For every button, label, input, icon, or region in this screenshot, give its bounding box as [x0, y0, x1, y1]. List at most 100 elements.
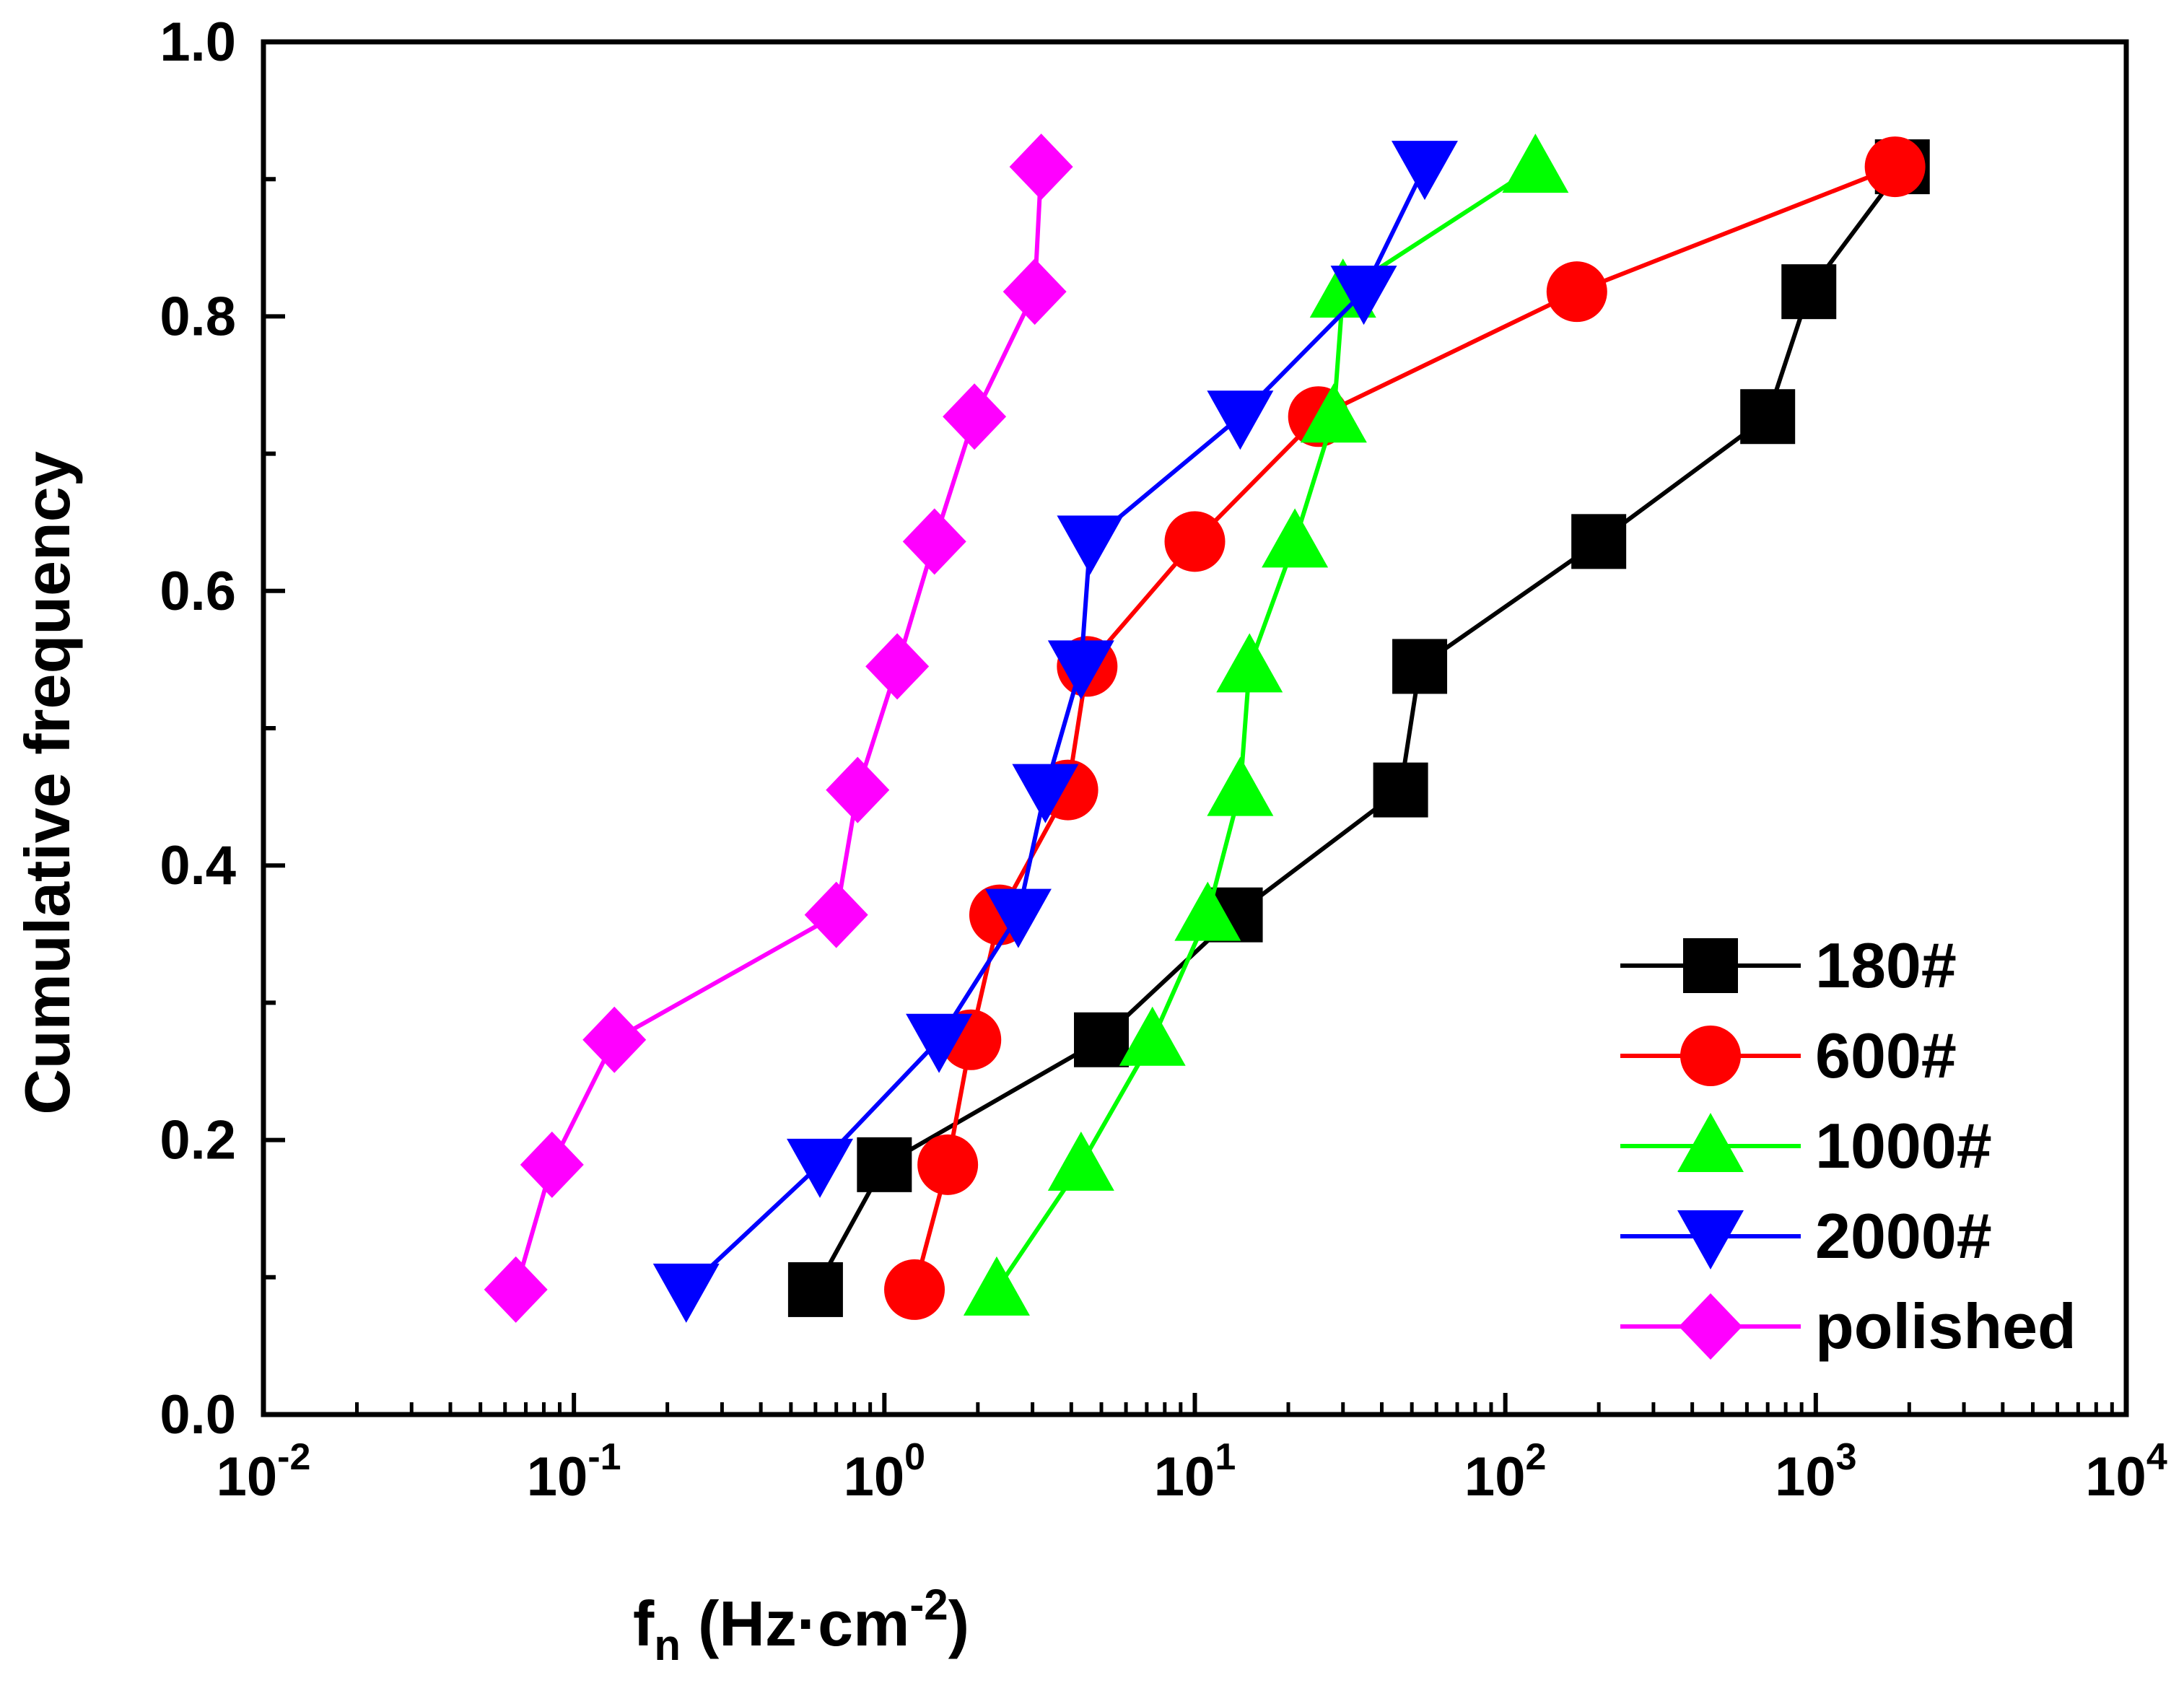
x-tick-base: 10 — [527, 1446, 588, 1508]
y-tick-label: 0.8 — [160, 286, 236, 347]
y-tick-label: 0.0 — [160, 1384, 236, 1446]
data-point-polished — [902, 508, 966, 575]
data-point-180 — [1781, 264, 1837, 320]
data-point-polished — [943, 383, 1007, 450]
data-point-2000 — [1057, 515, 1124, 575]
data-point-1000 — [1119, 1006, 1186, 1066]
x-axis-title-unit: (Hz·cm — [698, 1588, 909, 1659]
x-tick-label: 101 — [1154, 1436, 1236, 1508]
x-tick-exponent: 0 — [904, 1436, 925, 1478]
x-axis-title-superscript: -2 — [909, 1581, 948, 1629]
y-tick-label: 0.2 — [160, 1110, 236, 1171]
data-point-600 — [884, 1259, 945, 1320]
legend-label: polished — [1815, 1290, 2076, 1362]
legend-label: 180# — [1815, 930, 1957, 1001]
x-tick-label: 103 — [1775, 1436, 1856, 1508]
legend-label: 1000# — [1815, 1110, 1992, 1181]
x-tick-label: 10-2 — [217, 1436, 311, 1508]
data-point-2000 — [652, 1263, 720, 1323]
legend-label: 2000# — [1815, 1200, 1992, 1272]
x-tick-exponent: -2 — [277, 1436, 310, 1478]
x-tick-base: 10 — [1154, 1446, 1215, 1508]
data-point-2000 — [787, 1138, 854, 1198]
x-tick-exponent: 3 — [1836, 1436, 1857, 1478]
legend-item-polished: polished — [1620, 1290, 2076, 1362]
data-point-180 — [857, 1137, 912, 1192]
legend-marker — [1679, 1293, 1742, 1360]
x-axis-title: fn (Hz·cm-2) — [633, 1581, 969, 1669]
y-tick-label: 0.4 — [160, 835, 236, 896]
legend-marker — [1677, 1113, 1744, 1172]
legend: 180# 600# 1000# 2000# polished — [1620, 930, 2076, 1362]
x-axis-title-close: ) — [948, 1588, 969, 1659]
data-point-polished — [484, 1256, 548, 1323]
data-point-1000 — [1502, 134, 1569, 193]
legend-marker — [1683, 938, 1738, 993]
x-tick-exponent: 1 — [1215, 1436, 1236, 1478]
series-line-polished — [513, 166, 1044, 1290]
data-point-polished — [804, 881, 868, 948]
series-2000 — [652, 141, 1458, 1323]
data-point-180 — [1571, 514, 1627, 569]
x-tick-label: 100 — [844, 1436, 925, 1508]
data-point-2000 — [1330, 266, 1397, 325]
data-point-600 — [1546, 261, 1607, 323]
data-point-2000 — [1012, 764, 1079, 823]
ticks: 0.00.20.40.60.81.010-2 10-1 100 101 102 103 10… — [160, 12, 2167, 1508]
x-tick-base: 10 — [1464, 1446, 1526, 1508]
data-point-1000 — [1207, 756, 1274, 816]
y-tick-label: 0.6 — [160, 561, 236, 622]
data-point-600 — [1164, 511, 1226, 572]
legend-label: 600# — [1815, 1020, 1957, 1091]
x-tick-base: 10 — [2085, 1446, 2146, 1508]
legend-item-2000: 2000# — [1620, 1200, 1992, 1272]
series-line-600 — [912, 165, 1896, 1290]
series-polished — [484, 134, 1073, 1323]
x-tick-label: 104 — [2085, 1436, 2167, 1508]
data-point-1000 — [963, 1256, 1030, 1316]
y-tick-label: 1.0 — [160, 12, 236, 73]
data-point-polished — [1009, 134, 1073, 201]
x-tick-base: 10 — [1775, 1446, 1836, 1508]
legend-marker — [1677, 1210, 1744, 1269]
data-point-600 — [917, 1134, 979, 1195]
data-point-1000 — [1262, 508, 1329, 568]
legend-item-600: 600# — [1620, 1020, 1957, 1091]
legend-item-180: 180# — [1620, 930, 1957, 1001]
series — [484, 134, 1930, 1323]
data-point-180 — [787, 1262, 843, 1317]
data-point-2000 — [1391, 141, 1458, 201]
x-tick-base: 10 — [844, 1446, 905, 1508]
data-point-polished — [1003, 258, 1067, 325]
data-point-2000 — [1207, 390, 1274, 450]
data-point-1000 — [1174, 881, 1241, 941]
legend-marker — [1680, 1026, 1741, 1086]
series-line-2000 — [684, 165, 1427, 1292]
data-point-1000 — [1300, 383, 1367, 443]
data-point-2000 — [984, 888, 1052, 948]
x-tick-exponent: -1 — [588, 1436, 621, 1478]
legend-item-1000: 1000# — [1620, 1110, 1992, 1181]
data-point-180 — [1392, 639, 1448, 694]
x-tick-label: 10-1 — [527, 1436, 621, 1508]
data-point-600 — [1864, 136, 1926, 198]
data-point-polished — [826, 756, 890, 823]
data-point-180 — [1074, 1012, 1130, 1067]
x-tick-exponent: 2 — [1525, 1436, 1546, 1478]
series-1000 — [963, 134, 1569, 1316]
series-line-180 — [813, 165, 1905, 1291]
data-point-polished — [520, 1131, 584, 1198]
series-180 — [787, 139, 1930, 1317]
data-point-1000 — [1216, 633, 1283, 693]
x-tick-label: 102 — [1464, 1436, 1546, 1508]
data-point-180 — [1740, 389, 1796, 445]
data-point-1000 — [1047, 1131, 1114, 1191]
x-axis-title-subscript: n — [654, 1621, 681, 1669]
series-line-1000 — [995, 165, 1537, 1291]
x-tick-exponent: 4 — [2146, 1436, 2167, 1478]
data-point-2000 — [906, 1013, 973, 1073]
data-point-polished — [582, 1006, 647, 1073]
x-tick-base: 10 — [217, 1446, 278, 1508]
x-axis-title-main: f — [633, 1588, 655, 1659]
